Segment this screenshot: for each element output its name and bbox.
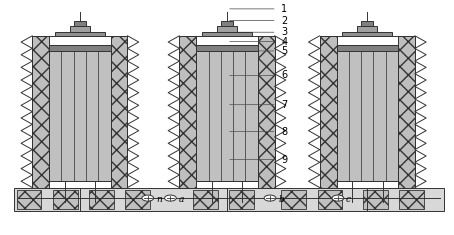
Bar — [89, 190, 114, 209]
Bar — [217, 26, 237, 31]
Bar — [320, 36, 336, 188]
Bar — [342, 31, 392, 36]
Bar — [179, 36, 275, 188]
Bar — [49, 45, 111, 51]
Text: 5: 5 — [281, 46, 287, 56]
Text: 2: 2 — [281, 16, 287, 26]
Text: a: a — [178, 196, 184, 204]
Bar — [363, 190, 388, 209]
Bar — [281, 190, 306, 209]
Circle shape — [164, 195, 176, 201]
Text: 3: 3 — [281, 27, 287, 37]
Bar — [179, 36, 196, 188]
Bar — [74, 21, 86, 26]
Bar — [196, 45, 258, 51]
Text: 8: 8 — [281, 126, 287, 137]
Bar — [32, 36, 49, 188]
Bar — [336, 45, 398, 180]
Bar — [398, 36, 415, 188]
Bar — [125, 190, 150, 209]
Circle shape — [332, 195, 344, 201]
Text: 7: 7 — [281, 100, 287, 110]
Circle shape — [264, 195, 276, 201]
Bar — [202, 31, 252, 36]
Bar — [111, 36, 128, 188]
Bar — [55, 31, 105, 36]
Bar — [317, 190, 342, 209]
Circle shape — [142, 195, 153, 201]
Bar — [320, 36, 415, 188]
Bar — [229, 190, 254, 209]
Bar — [196, 45, 258, 180]
Bar — [70, 26, 90, 31]
Bar — [399, 190, 424, 209]
Bar — [221, 21, 233, 26]
Bar — [14, 188, 444, 211]
Text: 4: 4 — [281, 37, 287, 47]
Text: c: c — [346, 196, 351, 204]
Bar — [49, 45, 111, 180]
Bar — [32, 36, 128, 188]
Bar — [357, 26, 377, 31]
Text: n: n — [156, 196, 162, 204]
Bar — [258, 36, 275, 188]
Bar — [336, 45, 398, 51]
Text: 6: 6 — [281, 70, 287, 80]
Text: b: b — [278, 196, 284, 204]
Text: 1: 1 — [281, 4, 287, 14]
Bar — [53, 190, 78, 209]
Bar — [196, 45, 258, 180]
Bar — [361, 21, 373, 26]
Bar — [49, 45, 111, 180]
Bar — [16, 190, 41, 209]
Bar — [193, 190, 218, 209]
Bar — [336, 45, 398, 180]
Text: 9: 9 — [281, 155, 287, 164]
